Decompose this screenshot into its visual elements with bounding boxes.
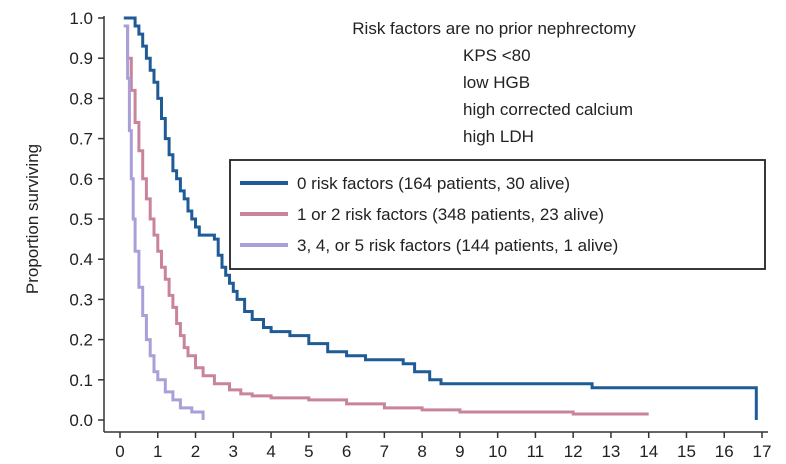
x-tick-label: 14 <box>639 442 658 461</box>
y-tick-label: 0.7 <box>69 130 93 149</box>
axes <box>103 16 768 433</box>
y-tick-label: 1.0 <box>69 9 93 28</box>
y-tick-label: 0.5 <box>69 210 93 229</box>
y-tick-label: 0.3 <box>69 290 93 309</box>
x-tick-label: 7 <box>380 442 389 461</box>
annotation-line-4: high corrected calcium <box>463 100 633 119</box>
x-tick-label: 5 <box>304 442 313 461</box>
x-tick-label: 2 <box>191 442 200 461</box>
x-tick-label: 1 <box>153 442 162 461</box>
y-tick-label: 0.9 <box>69 49 93 68</box>
series-line-2 <box>123 24 205 420</box>
y-tick-label: 0.6 <box>69 170 93 189</box>
x-tick-label: 15 <box>677 442 696 461</box>
x-ticks: 0 1 2 3 4 5 6 7 8 9 10 11 12 13 14 15 16 17 <box>115 432 771 461</box>
x-tick-label: 9 <box>455 442 464 461</box>
annotation-line-2: KPS <80 <box>463 46 531 65</box>
y-tick-label: 0.1 <box>69 371 93 390</box>
y-tick-label: 0.0 <box>69 411 93 430</box>
series-line-0 <box>123 16 758 420</box>
x-tick-label: 16 <box>715 442 734 461</box>
x-tick-label: 4 <box>266 442 275 461</box>
y-tick-label: 0.2 <box>69 331 93 350</box>
x-tick-label: 6 <box>342 442 351 461</box>
y-ticks: 0.0 0.1 0.2 0.3 0.4 0.5 0.6 0.7 0.8 0.9 1.0 <box>69 9 104 430</box>
x-tick-label: 17 <box>753 442 772 461</box>
legend-label-2: 3, 4, or 5 risk factors (144 patients, 1… <box>297 236 618 255</box>
annotation-line-3: low HGB <box>463 73 530 92</box>
y-axis-title: Proportion surviving <box>23 144 42 294</box>
x-tick-label: 10 <box>488 442 507 461</box>
x-tick-label: 13 <box>601 442 620 461</box>
x-tick-label: 8 <box>417 442 426 461</box>
risk-factors-annotation: Risk factors are no prior nephrectomy KP… <box>352 19 636 146</box>
annotation-line-5: high LDH <box>463 127 534 146</box>
legend: 0 risk factors (164 patients, 30 alive) … <box>229 159 766 270</box>
annotation-line-1: Risk factors are no prior nephrectomy <box>352 19 636 38</box>
y-tick-label: 0.8 <box>69 89 93 108</box>
x-tick-label: 0 <box>115 442 124 461</box>
legend-label-0: 0 risk factors (164 patients, 30 alive) <box>297 174 570 193</box>
legend-label-1: 1 or 2 risk factors (348 patients, 23 al… <box>297 205 604 224</box>
x-tick-label: 12 <box>564 442 583 461</box>
y-tick-label: 0.4 <box>69 250 93 269</box>
x-tick-label: 3 <box>229 442 238 461</box>
legend-box <box>229 159 766 270</box>
series-lines <box>123 16 758 420</box>
series-line-1 <box>123 24 649 416</box>
x-tick-label: 11 <box>527 442 545 461</box>
